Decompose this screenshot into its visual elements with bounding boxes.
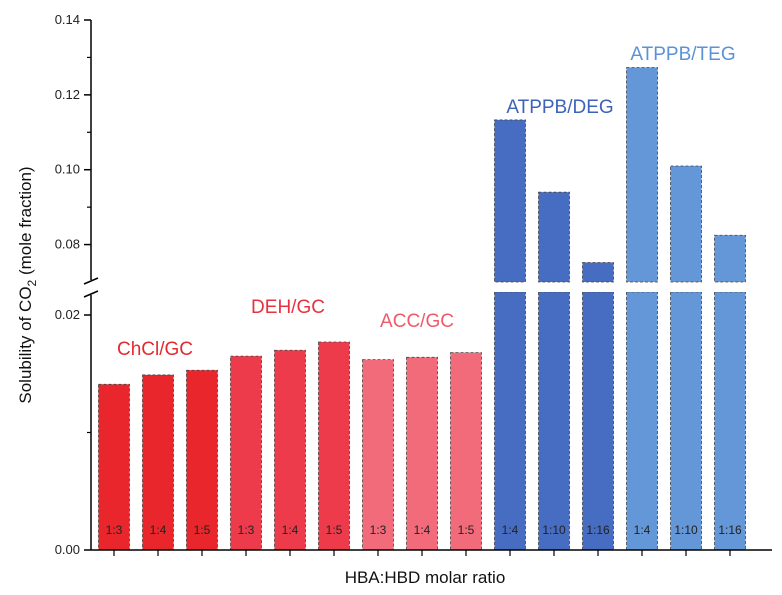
- bar-label-atppb-deg-1: 1:10: [542, 523, 566, 537]
- bars-layer: [92, 67, 782, 551]
- bar-atppb-teg-1-lower: [670, 291, 702, 551]
- y-axis: 0.08 0.10 0.12 0.14 0.00 0.02: [55, 12, 772, 557]
- bar-atppb-teg-0-lower: [626, 291, 658, 551]
- y-tick-label: 0.14: [55, 12, 80, 27]
- axis-break-mark-upper: [83, 277, 99, 285]
- y-tick-label: 0.12: [55, 87, 80, 102]
- bar-label-atppb-teg-1: 1:10: [674, 523, 698, 537]
- bar-atppb-deg-0-upper: [494, 119, 526, 283]
- y-tick-label: 0.08: [55, 237, 80, 252]
- y-tick-label: 0.00: [55, 542, 80, 557]
- y-axis-title: Solubility of CO2 (mole fraction): [16, 166, 39, 403]
- bar-label-deh-gc-0: 1:3: [238, 523, 255, 537]
- bar-atppb-deg-0-lower: [494, 291, 526, 551]
- bar-chcl-gc-1: [142, 374, 174, 551]
- bar-label-deh-gc-2: 1:5: [326, 523, 343, 537]
- bar-label-chcl-gc-0: 1:3: [106, 523, 123, 537]
- bar-label-chcl-gc-1: 1:4: [150, 523, 167, 537]
- bar-chcl-gc-0: [98, 383, 130, 551]
- bar-atppb-teg-0-upper: [626, 67, 658, 283]
- group-label-chcl-gc: ChCl/GC: [117, 339, 193, 360]
- bar-label-atppb-deg-2: 1:16: [586, 523, 610, 537]
- y-axis-title-subscript: 2: [25, 279, 39, 286]
- bar-acc-gc-1: [406, 356, 438, 551]
- bar-label-deh-gc-1: 1:4: [282, 523, 299, 537]
- y-axis-title-main: Solubility of CO: [16, 286, 35, 403]
- y-axis-title-tail: (mole fraction): [16, 166, 35, 279]
- bar-atppb-teg-2-lower: [714, 291, 746, 551]
- bar-acc-gc-2: [450, 352, 482, 551]
- group-label-atppb-deg: ATPPB/DEG: [506, 97, 613, 118]
- group-label-atppb-teg: ATPPB/TEG: [630, 44, 735, 65]
- bar-label-acc-gc-0: 1:3: [370, 523, 387, 537]
- bar-atppb-teg-1-upper: [670, 165, 702, 283]
- bar-label-atppb-teg-2: 1:16: [718, 523, 742, 537]
- bar-atppb-deg-1-lower: [538, 291, 570, 551]
- bar-deh-gc-1: [274, 349, 306, 551]
- bar-label-acc-gc-1: 1:4: [414, 523, 431, 537]
- x-axis-title: HBA:HBD molar ratio: [345, 568, 506, 587]
- y-tick-label: 0.02: [55, 307, 80, 322]
- bar-chcl-gc-2: [186, 369, 218, 551]
- axis-break-mark-lower: [83, 290, 99, 298]
- bar-atppb-deg-2-upper: [582, 262, 614, 283]
- bar-label-atppb-deg-0: 1:4: [502, 523, 519, 537]
- bar-atppb-teg-2-upper: [714, 234, 746, 283]
- bar-label-chcl-gc-2: 1:5: [194, 523, 211, 537]
- labels-layer: 1:3 1:4 1:5 ChCl/GC 1:3 1:4 1:5 DEH/GC 1:3 1:4 1:5…: [106, 44, 742, 537]
- y-tick-label: 0.10: [55, 162, 80, 177]
- bar-label-acc-gc-2: 1:5: [458, 523, 475, 537]
- bar-label-atppb-teg-0: 1:4: [634, 523, 651, 537]
- bar-acc-gc-0: [362, 359, 394, 551]
- bar-atppb-deg-1-upper: [538, 191, 570, 283]
- bar-deh-gc-0: [230, 355, 262, 551]
- group-label-deh-gc: DEH/GC: [251, 297, 325, 318]
- group-label-acc-gc: ACC/GC: [380, 311, 454, 332]
- bar-atppb-deg-2-lower: [582, 291, 614, 551]
- axis-break-gap: [92, 283, 782, 292]
- bar-deh-gc-2: [318, 341, 350, 551]
